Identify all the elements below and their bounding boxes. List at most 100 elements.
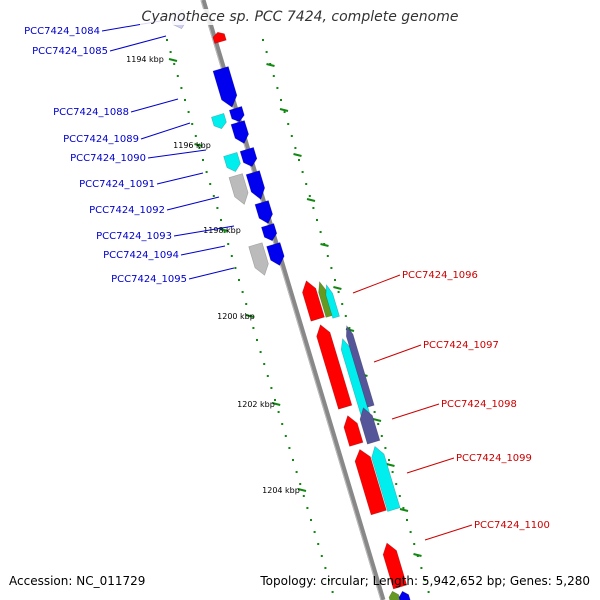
gc-dot [302,495,305,497]
tick-mark [372,418,382,422]
forward-gene-arrow [245,170,266,200]
gene-label-forward: PCC7424_1089 [63,134,139,145]
gene-label-forward: PCC7424_1088 [53,107,129,118]
gc-dot [312,207,315,209]
forward-gene-arrow [261,223,278,242]
reverse-gene-arrow [345,324,375,408]
gene-label-reverse: PCC7424_1097 [423,340,499,351]
gene-leader-line [406,457,455,474]
gc-dot [281,423,284,425]
gc-dot [220,219,222,221]
gc-dot [427,591,430,593]
gc-dot [324,567,327,569]
forward-gene-arrow [212,66,238,108]
tick-mark [413,553,422,557]
genes-layer [169,9,411,600]
gc-dot [331,591,334,593]
tick-mark [399,508,409,512]
gc-dot [252,327,255,329]
gene-leader-line [156,172,204,185]
gc-dot [301,171,304,173]
gc-dot [234,267,237,269]
reverse-gene-arrow [359,407,381,445]
gc-dot [176,75,179,77]
gc-dot [348,327,351,329]
gc-dot [313,531,316,533]
tick-mark [245,314,255,318]
position-label: 1200 kbp [217,312,255,321]
gc-dot [223,231,226,233]
gc-dot [194,135,197,137]
gc-dot [328,579,330,581]
map-title-text: Cyanothece sp. PCC 7424, complete genome [139,9,461,25]
gc-dot [306,507,309,509]
tick-mark [168,58,178,62]
gc-dot [305,183,308,185]
gene-leader-line [130,98,179,113]
gc-dot [295,471,298,473]
gc-dot [173,63,176,65]
map-title: Cyanothece sp. PCC 7424, complete genome [0,9,600,25]
gene-leader-line [391,403,440,420]
gc-dot [330,267,333,269]
gc-dot [288,447,291,449]
tick-mark [306,198,316,202]
gc-dot [413,543,416,545]
gc-dot [169,51,172,53]
gc-dot [191,123,194,125]
gc-dot [272,75,275,77]
gene-label-reverse: PCC7424_1098 [441,399,517,410]
gc-dot [262,39,264,41]
gene-label-forward: PCC7424_1095 [111,274,187,285]
gene-leader-line [109,35,167,52]
gc-dot [263,363,266,365]
reverse-gene-arrow [302,280,325,322]
gc-dot [180,87,183,89]
gc-dot [391,471,394,473]
position-label: 1198 kbp [203,226,241,235]
gene-leader-line [166,196,220,211]
reverse-gene-arrow [382,542,408,590]
forward-gene-arrow [211,113,227,130]
gc-dot [277,411,280,413]
gc-dot [326,255,329,257]
gc-dot [308,195,311,197]
gc-dot [334,279,336,281]
gc-dot [184,99,186,101]
reverse-gene-arrow [354,448,387,516]
gene-label-forward: PCC7424_1084 [24,26,100,37]
gene-label-forward: PCC7424_1085 [32,46,108,57]
forward-gene-arrow [228,106,245,123]
gc-dot [395,483,398,485]
gene-label-forward: PCC7424_1091 [79,179,155,190]
position-label: 1194 kbp [126,55,164,64]
gc-dot [420,567,423,569]
tick-mark [320,243,329,247]
gene-leader-line [180,245,226,256]
position-labels-layer: 1194 kbp 1196 kbp 1198 kbp 1200 kbp 1202 kbp… [126,55,300,495]
gc-dot [294,147,297,149]
gc-dot [238,279,240,281]
gene-label-reverse: PCC7424_1099 [456,453,532,464]
gene-label-forward: PCC7424_1094 [103,250,179,261]
gene-leader-line [424,524,473,541]
gene-leader-line [188,267,235,280]
gc-dot [406,519,408,521]
forward-gene-arrow [248,242,269,276]
gc-dot [388,459,390,461]
gc-dot [402,507,405,509]
tick-mark [266,63,275,67]
gc-dot [241,291,244,293]
gene-labels-layer: PCC7424_1084 PCC7424_1085 PCC7424_1088 PCC7… [24,19,550,541]
gene-label-forward: PCC7424_1093 [96,231,172,242]
gc-dot [245,303,248,305]
gc-dot [344,315,347,317]
gene-label-reverse: PCC7424_1100 [474,520,550,531]
reverse-gene-arrow [398,590,411,600]
gc-dot [409,531,412,533]
gc-dot [337,291,340,293]
gc-dot [292,459,294,461]
gc-dot [398,495,401,497]
